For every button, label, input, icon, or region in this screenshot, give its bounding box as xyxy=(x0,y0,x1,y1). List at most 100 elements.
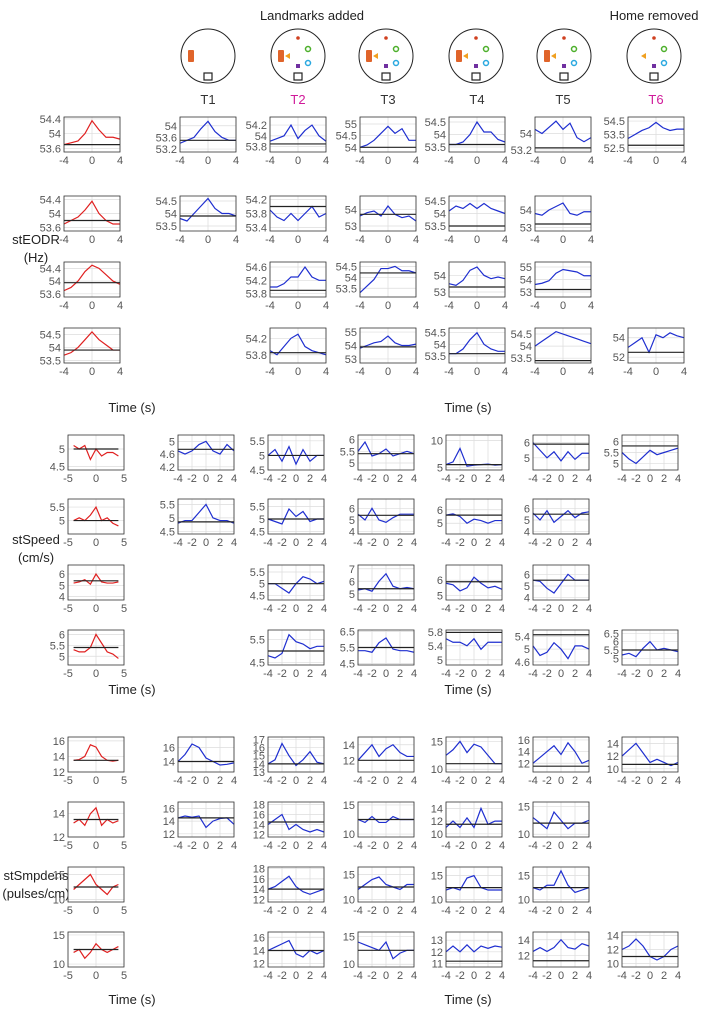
series-line xyxy=(267,742,325,767)
y-tick-label: 14 xyxy=(431,803,443,815)
x-tick-label: 4 xyxy=(411,775,417,787)
y-tick-label: 4.5 xyxy=(160,526,175,538)
y-tick-label: 53.6 xyxy=(40,143,61,155)
x-tick-label: -4 xyxy=(263,905,273,917)
x-tick-label: -4 xyxy=(263,668,273,680)
series-line xyxy=(534,268,591,286)
x-tick-label: -4 xyxy=(59,234,69,246)
plot-frame xyxy=(621,931,679,968)
arena xyxy=(448,28,504,84)
y-tick-label: 10 xyxy=(431,764,443,776)
plot-frame xyxy=(67,801,125,838)
x-tick-label: 4 xyxy=(413,366,419,378)
x-tick-label: -4 xyxy=(263,537,273,549)
plot-frame xyxy=(532,866,590,903)
x-axis-title: Time (s) xyxy=(444,992,491,1007)
y-tick-label: 13 xyxy=(253,767,265,779)
x-tick-label: 0 xyxy=(293,905,299,917)
x-tick-label: 4 xyxy=(499,970,505,982)
x-tick-label: -4 xyxy=(528,537,538,549)
plot-frame xyxy=(357,931,415,968)
x-tick-label: -4 xyxy=(444,234,454,246)
y-tick-label: 54 xyxy=(520,128,532,140)
x-tick-label: 0 xyxy=(383,473,389,485)
y-tick-label: 54 xyxy=(434,130,446,142)
y-tick-label: 12 xyxy=(53,767,65,779)
x-tick-label: -4 xyxy=(441,537,451,549)
y-tick-label: 5 xyxy=(437,655,443,667)
plot-frame xyxy=(177,736,235,773)
y-tick-label: 6.5 xyxy=(604,628,619,640)
home xyxy=(559,72,569,81)
x-tick-label: 0 xyxy=(295,366,301,378)
x-tick-label: -4 xyxy=(59,300,69,312)
x-tick-label: -4 xyxy=(528,668,538,680)
x-tick-label: -2 xyxy=(542,537,552,549)
x-tick-label: 2 xyxy=(485,603,491,615)
x-tick-label: 0 xyxy=(471,473,477,485)
y-tick-label: 6 xyxy=(524,503,530,515)
series-line xyxy=(359,265,417,294)
landmark xyxy=(392,59,400,67)
plot-frame xyxy=(63,116,121,153)
y-tick-label: 53.6 xyxy=(40,289,61,301)
x-tick-label: 0 xyxy=(383,603,389,615)
x-tick-label: 4 xyxy=(586,905,592,917)
x-tick-label: -2 xyxy=(455,473,465,485)
x-tick-label: -2 xyxy=(277,603,287,615)
series-line xyxy=(359,205,417,222)
series-line xyxy=(357,876,414,891)
y-tick-label: 14 xyxy=(518,747,530,759)
x-tick-label: 4 xyxy=(411,537,417,549)
y-tick-label: 15 xyxy=(53,870,65,882)
x-tick-label: -2 xyxy=(367,603,377,615)
x-tick-label: 5 xyxy=(121,537,127,549)
plot-frame xyxy=(359,327,417,364)
y-tick-label: 53 xyxy=(434,287,446,299)
landmark xyxy=(304,45,312,53)
x-tick-label: -5 xyxy=(63,537,73,549)
arena xyxy=(358,28,414,84)
y-tick-label: 12 xyxy=(163,829,175,841)
x-tick-label: -4 xyxy=(173,473,183,485)
y-tick-label: 6 xyxy=(349,435,355,447)
x-tick-label: 4 xyxy=(588,155,594,167)
y-tick-label: 54.5 xyxy=(425,117,446,129)
x-tick-label: 4 xyxy=(413,234,419,246)
y-tick-label: 12 xyxy=(53,832,65,844)
x-tick-label: -4 xyxy=(353,905,363,917)
x-tick-label: 2 xyxy=(397,775,403,787)
y-tick-label: 12 xyxy=(518,950,530,962)
plot-frame xyxy=(67,564,125,601)
y-tick-label: 53.5 xyxy=(156,221,177,233)
series-line xyxy=(448,202,506,215)
plot-frame xyxy=(627,116,685,153)
x-tick-label: 4 xyxy=(413,300,419,312)
plot-frame xyxy=(357,629,415,666)
x-tick-label: 0 xyxy=(474,300,480,312)
plot-frame xyxy=(534,327,592,364)
series-line xyxy=(267,939,325,958)
x-tick-label: 0 xyxy=(474,234,480,246)
y-tick-label: 54 xyxy=(434,270,446,282)
x-tick-label: -4 xyxy=(623,366,633,378)
x-tick-label: 0 xyxy=(293,537,299,549)
x-tick-label: -2 xyxy=(367,775,377,787)
x-tick-label: 0 xyxy=(558,905,564,917)
landmark xyxy=(474,64,478,68)
y-tick-label: 54.5 xyxy=(156,196,177,208)
x-tick-label: 2 xyxy=(307,668,313,680)
x-tick-label: 0 xyxy=(558,775,564,787)
x-tick-label: -4 xyxy=(617,668,627,680)
x-tick-label: -4 xyxy=(175,234,185,246)
series-line xyxy=(73,942,119,960)
x-tick-label: 0 xyxy=(93,668,99,680)
x-tick-label: 2 xyxy=(572,473,578,485)
home xyxy=(649,72,659,81)
y-tick-label: 15 xyxy=(343,870,355,882)
y-tick-label: 15 xyxy=(343,931,355,943)
x-tick-label: 2 xyxy=(217,537,223,549)
plot-frame xyxy=(445,866,503,903)
x-tick-label: 4 xyxy=(321,840,327,852)
group-unit: (cm/s) xyxy=(18,550,54,565)
